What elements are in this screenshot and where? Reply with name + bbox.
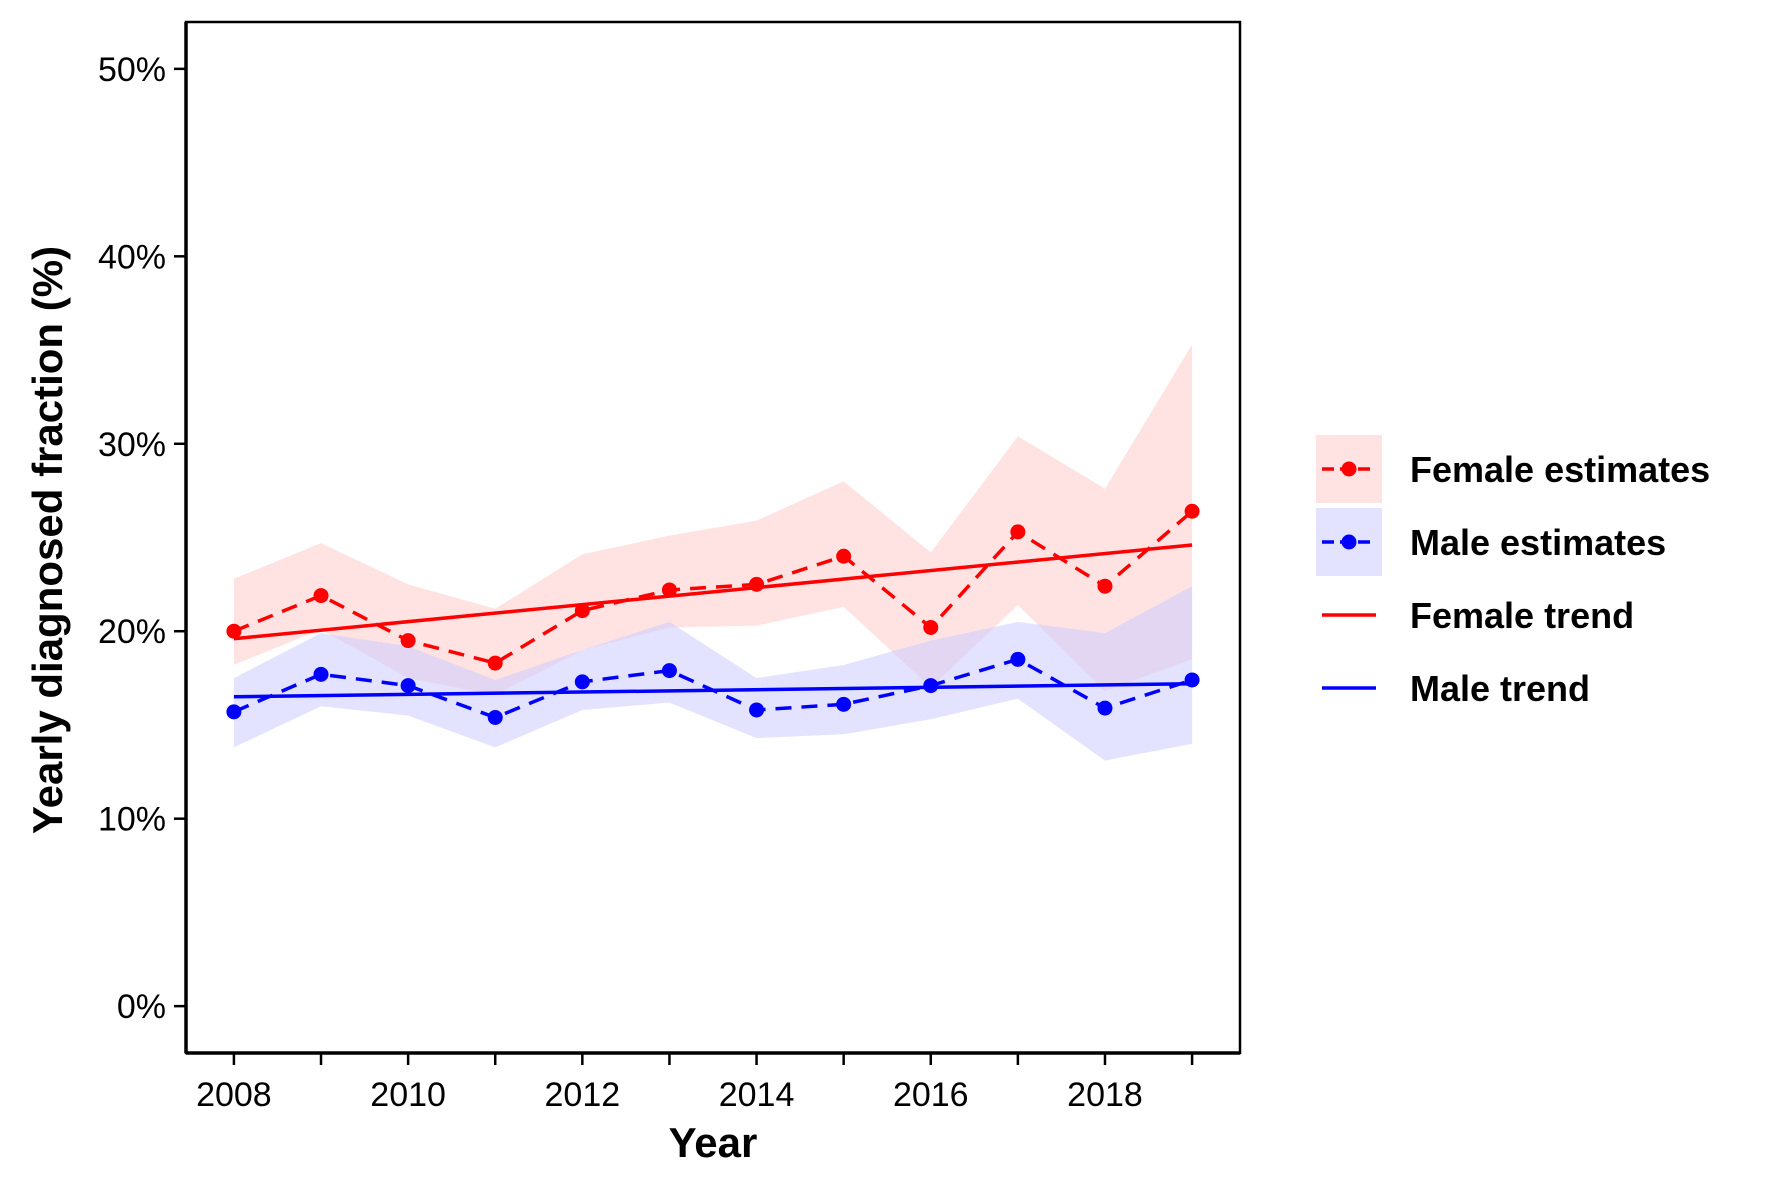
y-tick-label: 20% [98,613,166,651]
female-estimates-point [1097,578,1113,594]
x-axis: 2008 2010 2012 2014 2016 2018 [186,1051,1240,1114]
confidence-bands [233,344,1193,761]
y-tick-label: 10% [98,801,166,839]
female-estimates-point [661,582,677,598]
female-estimates-point [749,576,765,592]
y-axis-title: Yearly diagnosed fraction (%) [24,246,71,834]
female-estimates-band [233,344,1193,695]
male-estimates-point [1097,700,1113,716]
male-estimates-point [313,666,329,682]
male-estimates-point [1010,651,1026,667]
x-tick-label: 2016 [893,1076,969,1114]
male-estimates-point [1184,672,1200,688]
male-trend-line [233,681,1193,699]
legend-item-female-estimates: Female estimates [1316,435,1710,503]
male-estimates-point [923,678,939,694]
female-estimates-point [487,655,503,671]
female-estimates-point [1010,524,1026,540]
female-estimates-point [1184,503,1200,519]
y-tick-label: 40% [98,238,166,276]
legend-point-swatch [1341,461,1357,477]
legend: Female estimates Male estimates Female tre… [1316,435,1710,709]
female-estimates-line [233,509,1194,665]
female-estimates-point [574,603,590,619]
female-estimates-point [400,633,416,649]
female-estimates-point [226,623,242,639]
male-estimates-point [836,696,852,712]
legend-label: Female estimates [1410,449,1710,490]
series-lines [233,509,1194,720]
y-tick-label: 30% [98,426,166,464]
y-axis: 0% 10% 20% 30% 40% 50% [98,22,188,1053]
female-trend-line [233,543,1193,641]
x-tick-label: 2012 [545,1076,621,1114]
female-estimates-point [313,588,329,604]
legend-item-male-trend: Male trend [1322,668,1590,709]
x-tick-label: 2014 [719,1076,795,1114]
male-estimates-point [749,702,765,718]
male-estimates-point [487,709,503,725]
legend-label: Male estimates [1410,522,1666,563]
male-estimates-band [233,586,1193,761]
x-tick-label: 2008 [196,1076,272,1114]
male-estimates-point [574,674,590,690]
y-tick-label: 50% [98,51,166,89]
female-estimates-point [836,548,852,564]
legend-label: Male trend [1410,668,1590,709]
male-estimates-point [661,663,677,679]
y-tick-label: 0% [117,988,166,1026]
male-estimates-point [226,704,242,720]
x-tick-label: 2010 [370,1076,446,1114]
x-tick-label: 2018 [1067,1076,1143,1114]
legend-item-female-trend: Female trend [1322,595,1634,636]
legend-item-male-estimates: Male estimates [1316,508,1666,576]
x-axis-title: Year [669,1119,758,1166]
legend-label: Female trend [1410,595,1634,636]
female-estimates-point [923,619,939,635]
series-points [226,503,1200,725]
legend-point-swatch [1341,534,1357,550]
male-estimates-point [400,678,416,694]
